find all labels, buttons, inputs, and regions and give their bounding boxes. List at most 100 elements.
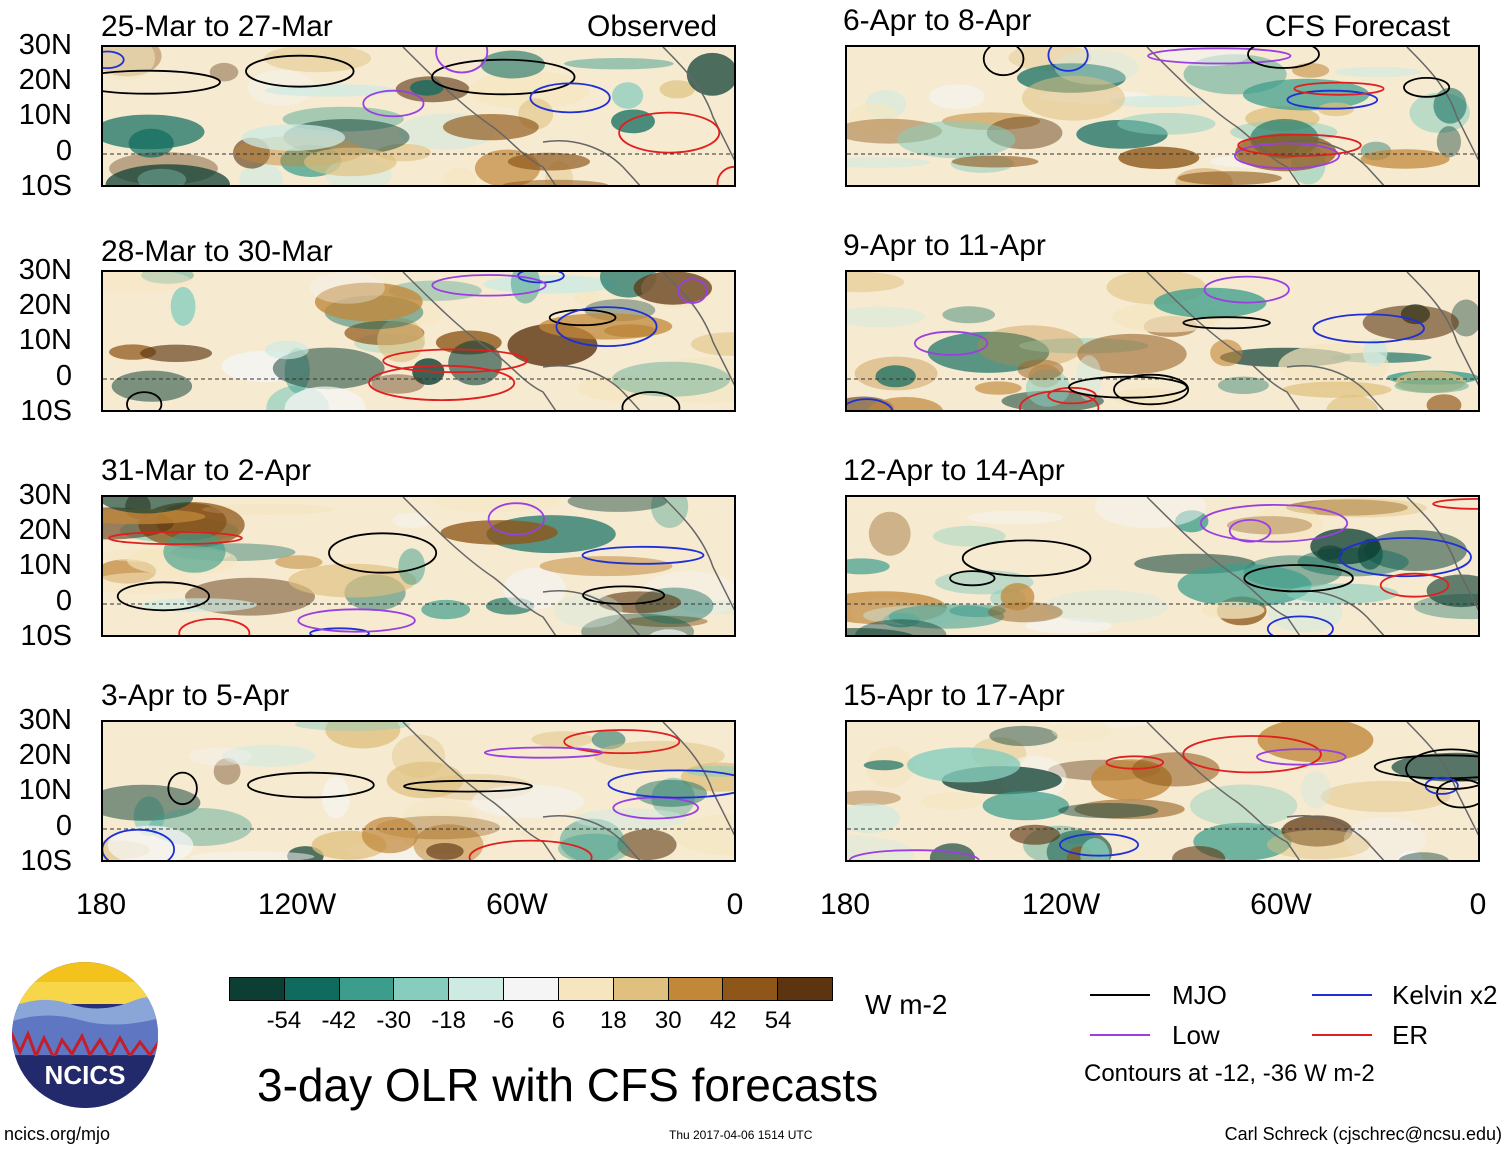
olr-anomaly-blob [849,102,900,137]
olr-anomaly-blob [907,747,1021,783]
wave-contour [116,581,211,612]
olr-anomaly-blob [519,826,554,840]
olr-anomaly-blob [426,843,464,860]
olr-anomaly-blob [1177,171,1282,185]
olr-anomaly-blob [510,272,541,304]
panel-title: 25-Mar to 27-Mar [101,10,333,43]
map-panel-observed-2 [101,270,736,412]
olr-anomaly-blob [1132,752,1220,787]
olr-anomaly-blob [241,124,346,151]
olr-anomaly-blob [847,157,931,168]
wave-contour [431,58,576,96]
olr-anomaly-blob [209,62,239,82]
olr-anomaly-blob [1160,47,1251,67]
coastline [402,497,734,635]
olr-anomaly-blob [875,365,916,388]
olr-anomaly-blob [633,272,712,305]
colorbar-tick-label: 6 [551,1007,566,1034]
olr-anomaly-blob [942,306,995,324]
wave-contour [618,111,721,154]
olr-anomaly-blob [1281,815,1353,847]
olr-anomaly-blob [1451,299,1478,337]
olr-anomaly-blob [531,731,594,748]
chart-title: 3-day OLR with CFS forecasts [257,1059,879,1111]
olr-anomaly-blob [863,760,904,771]
olr-anomaly-blob [1210,339,1243,367]
olr-anomaly-blob [1298,498,1427,518]
lat-label: 10N [18,324,72,356]
olr-anomaly-blob [659,80,695,99]
lon-label: 60W [1250,888,1312,921]
colorbar-swatch [230,978,285,1000]
wave-contour [103,50,125,69]
olr-anomaly-blob [1009,824,1060,845]
olr-map [847,722,1478,860]
map-panel-observed-4 [101,720,736,862]
map-panel-forecast-3 [845,495,1480,637]
wave-contour [582,585,666,605]
olr-anomaly-blob [1021,75,1126,121]
olr-anomaly-blob [1025,617,1112,634]
lat-label: 10S [20,170,72,202]
site-url[interactable]: ncics.org/mjo [4,1124,111,1144]
olr-map [103,47,734,185]
lat-label: 10S [20,845,72,877]
olr-anomaly-blob [1257,722,1374,763]
olr-anomaly-blob [213,758,241,785]
olr-anomaly-blob [1362,338,1388,367]
lat-label: 0 [55,135,72,167]
wave-contour [468,839,593,860]
olr-anomaly-blob [103,508,206,525]
olr-anomaly-blob [1398,852,1449,860]
panel-title: 28-Mar to 30-Mar [101,235,333,268]
lon-label: 180 [819,888,871,921]
lat-label: 10N [18,549,72,581]
olr-anomaly-blob [264,340,309,360]
olr-anomaly-blob [503,568,566,610]
olr-anomaly-blob [275,555,323,569]
wave-contour [1266,615,1334,635]
olr-anomaly-blob [111,370,193,402]
lat-label: 30N [18,704,72,736]
olr-anomaly-blob [927,331,1050,373]
wave-contour [1379,572,1450,598]
wave-contour [1403,77,1451,98]
colorbar-swatch [723,978,779,1000]
wave-contour [368,364,516,401]
olr-anomaly-blob [1282,381,1392,398]
legend-line-kelvin [1312,994,1372,996]
legend-label-mjo: MJO [1172,980,1227,1010]
legend-line-low [1090,1034,1150,1036]
lon-label: 120W [257,888,337,921]
olr-anomaly-blob [847,628,914,635]
olr-anomaly-blob [1047,722,1157,728]
olr-anomaly-blob [1226,516,1313,535]
wave-contour [677,278,708,304]
wave-contour [1182,735,1322,774]
coastline [402,47,734,185]
olr-map [847,497,1478,635]
wave-contour [1233,142,1340,170]
olr-anomaly-blob [1235,133,1337,172]
olr-anomaly-blob [188,747,252,766]
colorbar-swatch [339,978,395,1000]
legend-label-low: Low [1172,1020,1220,1050]
olr-anomaly-blob [284,386,366,410]
olr-anomaly-blob [468,71,590,109]
wave-contour [555,306,658,347]
wave-contour [103,828,175,860]
olr-anomaly-blob [264,47,372,73]
olr-anomaly-blob [107,825,194,860]
colorbar-tick-label: -30 [376,1007,412,1034]
olr-anomaly-blob [1074,799,1185,820]
olr-map [103,722,734,860]
lat-label: 30N [18,479,72,511]
wave-contour [403,779,533,793]
olr-anomaly-blob [141,272,194,284]
lat-label: 0 [55,585,72,617]
olr-anomaly-blob [103,497,194,514]
olr-anomaly-blob [322,776,350,819]
colorbar-swatch [558,978,614,1000]
wave-contour [1113,373,1190,406]
wave-contour [487,502,545,536]
